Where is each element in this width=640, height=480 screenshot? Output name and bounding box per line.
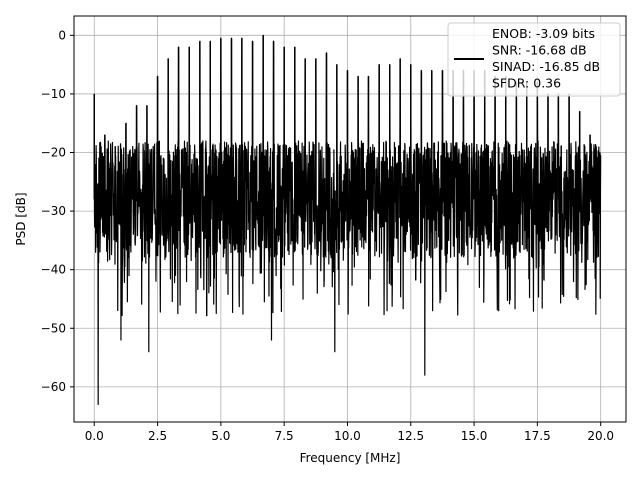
x-tick-label: 20.0 [587,429,614,443]
x-axis-ticks: 0.0 2.5 5.0 7.5 10.0 12.5 15.0 17.5 20.0 [85,422,614,443]
y-tick-label: −20 [41,146,66,160]
legend-entry-enob: ENOB: -3.09 bits [492,26,595,41]
x-tick-label: 7.5 [275,429,294,443]
legend-entry-sfdr: SFDR: 0.36 [492,76,561,91]
x-tick-label: 10.0 [334,429,361,443]
y-axis-label: PSD [dB] [14,192,28,245]
legend: ENOB: -3.09 bits SNR: -16.68 dB SINAD: -… [447,22,621,97]
plot-area [93,34,602,406]
x-tick-label: 17.5 [524,429,551,443]
spur-marks [93,35,591,200]
y-axis-ticks: 0 −10 −20 −30 −40 −50 −60 [41,28,74,394]
x-axis-label: Frequency [MHz] [300,451,401,465]
y-tick-label: −30 [41,204,66,218]
y-tick-label: 0 [58,28,66,42]
x-tick-label: 12.5 [397,429,424,443]
y-tick-label: −50 [41,321,66,335]
legend-entry-sinad: SINAD: -16.85 dB [492,59,600,74]
x-tick-label: 5.0 [211,429,230,443]
legend-entry-snr: SNR: -16.68 dB [492,43,587,58]
y-tick-label: −40 [41,263,66,277]
x-tick-label: 15.0 [461,429,488,443]
x-tick-label: 2.5 [148,429,167,443]
legend-box [447,22,621,97]
x-tick-label: 0.0 [85,429,104,443]
y-tick-label: −10 [41,87,66,101]
y-tick-label: −60 [41,380,66,394]
axes-frame [73,15,627,423]
